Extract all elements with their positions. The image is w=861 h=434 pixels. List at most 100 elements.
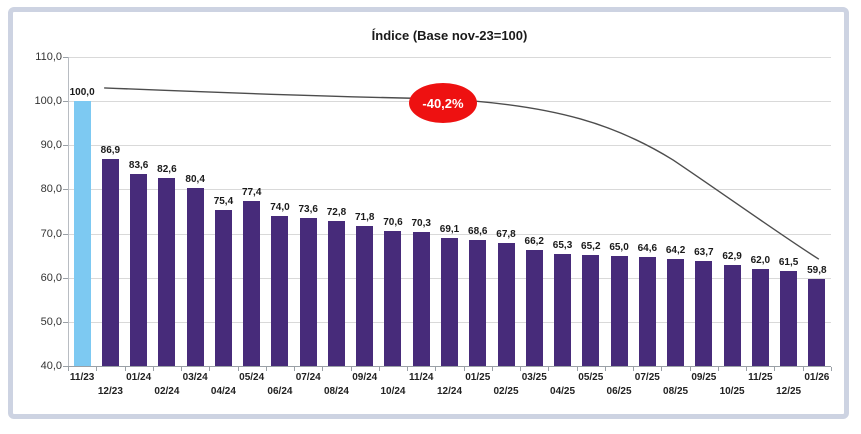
gridline [68, 145, 831, 146]
bar-value-label: 69,1 [439, 223, 460, 235]
x-axis-tick [491, 367, 493, 371]
y-axis-label: 110,0 [35, 51, 62, 63]
y-axis-tick [63, 101, 68, 102]
bar-value-label: 59,8 [807, 264, 827, 276]
bar [780, 271, 798, 366]
x-axis-tick [548, 367, 550, 371]
x-axis-label: 09/25 [691, 372, 717, 383]
bar-value-label: 75,4 [213, 195, 234, 207]
x-axis-tick [831, 367, 832, 371]
bar [723, 264, 741, 366]
x-axis-label: 01/24 [126, 372, 152, 383]
x-axis-label: 02/24 [154, 386, 180, 397]
x-axis-label: 01/26 [804, 372, 830, 383]
y-axis-tick [63, 278, 68, 279]
bar [638, 257, 656, 366]
bar-value-label: 100,0 [69, 87, 95, 99]
x-axis-tick [209, 367, 211, 371]
y-axis-label: 80,0 [40, 183, 62, 195]
x-axis-label: 06/24 [267, 386, 293, 397]
x-axis-label: 12/25 [776, 386, 802, 397]
x-axis-label: 05/25 [578, 372, 604, 383]
gridline [68, 101, 831, 102]
y-axis-tick [63, 234, 68, 235]
bar-value-label: 61,5 [778, 257, 799, 269]
x-axis-tick [463, 367, 465, 371]
x-axis-tick [378, 367, 380, 371]
bar [384, 230, 402, 366]
bar-base-month [73, 101, 91, 366]
bar [214, 209, 232, 366]
bar [497, 243, 515, 366]
y-axis-label: 70,0 [40, 228, 62, 240]
bar [101, 158, 119, 366]
bar-value-label: 72,8 [326, 207, 347, 219]
bar-value-label: 62,0 [750, 254, 771, 266]
x-axis-tick [746, 367, 748, 371]
x-axis-tick [181, 367, 183, 371]
bar-value-label: 68,6 [468, 225, 488, 237]
bar-value-label: 62,9 [722, 250, 742, 262]
x-axis-label: 08/24 [323, 386, 349, 397]
x-axis-tick [717, 367, 719, 371]
bar-value-label: 63,7 [694, 247, 714, 259]
y-axis-tick [63, 189, 68, 190]
x-axis-tick [435, 367, 437, 371]
x-axis-label: 04/25 [550, 386, 576, 397]
bar [469, 239, 487, 366]
y-axis-label: 40,0 [40, 360, 62, 372]
bar-value-label: 70,6 [383, 216, 403, 228]
bar-value-label: 66,2 [524, 236, 544, 248]
x-axis-tick [68, 367, 69, 371]
x-axis-label: 02/25 [493, 386, 519, 397]
bar [751, 268, 769, 366]
bar [554, 254, 572, 366]
y-axis-label: 50,0 [40, 316, 62, 328]
x-axis-label: 07/25 [634, 372, 660, 383]
bar-value-label: 82,6 [157, 163, 177, 175]
y-axis-line [68, 57, 69, 366]
x-axis-tick [350, 367, 352, 371]
x-axis-tick [124, 367, 126, 371]
y-axis-tick [63, 322, 68, 323]
bar [412, 232, 430, 366]
x-axis-tick [407, 367, 409, 371]
gridline [68, 57, 831, 58]
x-axis-label: 12/24 [436, 386, 463, 397]
x-axis-label: 08/25 [663, 386, 689, 397]
x-axis-tick [294, 367, 296, 371]
annotation-ellipse [409, 83, 477, 123]
x-axis-tick [576, 367, 578, 371]
x-axis-label: 11/25 [748, 372, 773, 383]
x-axis-label: 11/23 [69, 372, 95, 383]
y-axis-label: 90,0 [40, 139, 62, 151]
x-axis-tick [661, 367, 663, 371]
x-axis-tick [322, 367, 324, 371]
y-axis-label: 100,0 [34, 95, 62, 107]
x-axis-tick [774, 367, 776, 371]
bar [525, 250, 543, 366]
bar-value-label: 64,2 [665, 245, 686, 257]
x-axis-label: 09/24 [352, 372, 378, 383]
bar [610, 255, 628, 366]
bar [130, 173, 148, 366]
x-axis-label: 10/25 [719, 386, 745, 397]
y-axis-tick [63, 366, 68, 367]
bar [441, 237, 458, 366]
x-axis-label: 01/25 [465, 372, 491, 383]
x-axis-tick [520, 367, 522, 371]
bar-value-label: 65,0 [609, 241, 629, 253]
x-axis-label: 11/24 [408, 372, 434, 383]
bar-value-label: 83,6 [128, 159, 149, 171]
x-axis-label: 10/24 [380, 386, 406, 397]
x-axis-label: 03/24 [182, 372, 208, 383]
y-axis-tick [63, 145, 68, 146]
bar [186, 187, 204, 366]
chart-title: Índice (Base nov-23=100) [371, 28, 528, 43]
x-axis-label: 12/23 [97, 386, 123, 397]
bar-value-label: 77,4 [241, 186, 262, 198]
bar-value-label: 74,0 [270, 201, 290, 213]
y-axis-tick [63, 57, 68, 58]
